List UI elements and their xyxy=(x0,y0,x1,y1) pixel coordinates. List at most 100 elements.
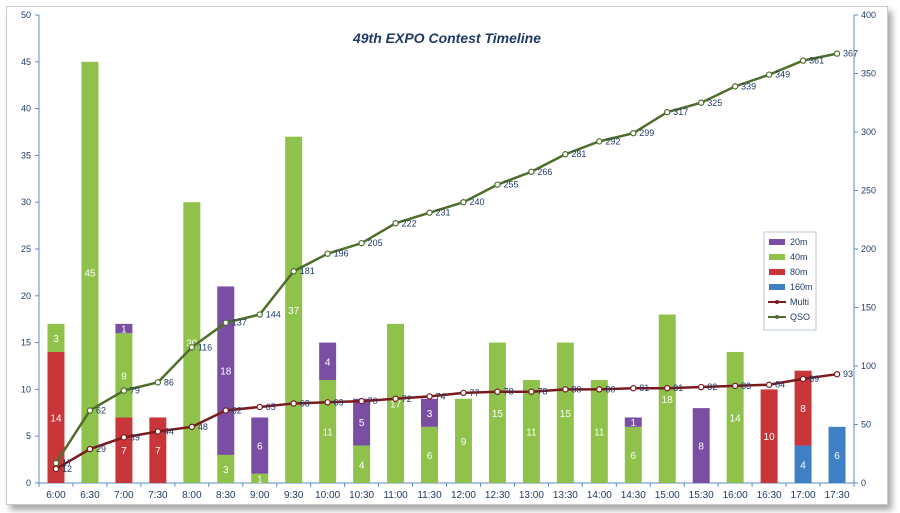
x-tick-label: 15:30 xyxy=(689,490,714,501)
bar-value-label: 15 xyxy=(560,409,572,420)
point-value-label: 82 xyxy=(707,382,717,392)
y-tick-label: 30 xyxy=(21,197,31,207)
y2-tick-label: 350 xyxy=(861,69,876,79)
point-value-label: 44 xyxy=(164,427,174,437)
point-multi xyxy=(765,381,773,388)
bar-value-label: 7 xyxy=(155,446,161,457)
point-qso xyxy=(290,268,297,275)
bar-80m xyxy=(760,389,778,483)
point-value-label: 116 xyxy=(198,342,212,352)
chart-frame: 49th EXPO Contest Timeline 0 5 10 15 20 25 30 3… xyxy=(6,6,888,505)
x-tick-label: 9:30 xyxy=(284,490,304,501)
bar-40m xyxy=(421,426,439,483)
point-multi xyxy=(154,428,162,435)
bar-40m xyxy=(353,445,371,483)
bar-20m xyxy=(421,398,439,427)
point-value-label: 255 xyxy=(503,180,518,190)
bar-value-label: 3 xyxy=(53,334,59,345)
point-value-label: 144 xyxy=(266,310,281,320)
x-tick-label: 8:30 xyxy=(216,490,236,501)
point-value-label: 84 xyxy=(775,380,785,390)
bar-40m xyxy=(251,473,269,483)
point-multi xyxy=(426,393,433,400)
point-multi xyxy=(358,397,365,405)
point-multi xyxy=(324,399,331,406)
point-value-label: 29 xyxy=(96,444,106,454)
bar-20m xyxy=(319,342,337,381)
x-tick-label: 9:00 xyxy=(250,490,270,501)
bar-value-label: 11 xyxy=(594,428,605,439)
bar-value-label: 4 xyxy=(325,357,331,368)
y2-tick-label: 0 xyxy=(861,478,866,488)
legend-swatch-80m xyxy=(769,269,785,275)
bar-20m xyxy=(692,408,710,483)
point-qso xyxy=(188,344,196,351)
y2-tick-label: 100 xyxy=(861,361,876,371)
point-qso xyxy=(120,387,128,394)
bar-value-label: 4 xyxy=(800,460,806,471)
point-value-label: 181 xyxy=(300,266,315,276)
legend-box xyxy=(763,231,817,331)
x-tick-label: 10:00 xyxy=(315,490,340,501)
x-tick-label: 15:00 xyxy=(655,490,680,501)
point-multi xyxy=(222,407,229,414)
y2-tick-label: 50 xyxy=(861,420,871,430)
bar-40m xyxy=(658,314,676,483)
x-tick-label: 6:30 xyxy=(80,490,100,501)
bar-value-label: 1 xyxy=(257,474,263,485)
y-tick-label: 50 xyxy=(21,10,31,20)
point-value-label: 12 xyxy=(62,464,72,474)
x-tick-label: 16:30 xyxy=(757,490,782,501)
point-multi xyxy=(494,388,501,395)
bar-40m xyxy=(115,333,133,418)
point-value-label: 89 xyxy=(809,374,819,384)
legend-label: QSO xyxy=(790,312,810,322)
point-value-label: 78 xyxy=(503,387,513,397)
point-value-label: 299 xyxy=(639,128,654,138)
point-value-label: 317 xyxy=(673,107,688,117)
legend-label: 80m xyxy=(790,267,808,277)
point-qso xyxy=(630,129,637,137)
point-multi xyxy=(256,403,263,411)
point-value-label: 292 xyxy=(605,136,620,146)
point-value-label: 86 xyxy=(164,377,174,387)
point-qso xyxy=(222,319,229,326)
point-value-label: 137 xyxy=(232,318,247,328)
point-qso xyxy=(52,459,60,467)
bar-value-label: 18 xyxy=(220,367,232,378)
point-value-label: 69 xyxy=(334,397,344,407)
y-tick-label: 45 xyxy=(21,57,31,67)
x-tick-label: 10:30 xyxy=(349,490,374,501)
bar-value-label: 9 xyxy=(121,371,127,382)
legend-swatch-40m xyxy=(769,254,785,260)
point-multi xyxy=(596,386,603,393)
point-value-label: 222 xyxy=(402,218,417,228)
bar-160m xyxy=(828,426,846,483)
bar-40m xyxy=(387,323,405,483)
x-tick-label: 17:30 xyxy=(825,490,850,501)
y2-tick-label: 150 xyxy=(861,303,876,313)
point-qso xyxy=(664,108,671,116)
bar-40m xyxy=(183,202,201,483)
bar-80m xyxy=(47,351,65,483)
point-value-label: 80 xyxy=(571,384,581,394)
point-value-label: 240 xyxy=(469,197,484,207)
bar-value-label: 6 xyxy=(257,442,263,453)
axes: 0510152025303540455005010015020025030035… xyxy=(21,10,876,501)
bar-40m xyxy=(522,380,540,483)
legend-marker-qso xyxy=(775,315,779,319)
y-tick-label: 25 xyxy=(21,244,31,254)
bar-value-label: 15 xyxy=(492,409,504,420)
x-tick-label: 14:00 xyxy=(587,490,612,501)
x-tick-label: 11:00 xyxy=(383,490,408,501)
y-tick-label: 35 xyxy=(21,150,31,160)
bar-80m xyxy=(149,417,167,483)
point-value-label: 266 xyxy=(537,167,552,177)
bar-value-label: 3 xyxy=(223,465,229,476)
y-tick-label: 5 xyxy=(26,431,31,441)
point-multi xyxy=(460,389,467,397)
bar-40m xyxy=(488,342,506,483)
bar-160m xyxy=(794,445,812,483)
y2-tick-label: 300 xyxy=(861,127,876,137)
